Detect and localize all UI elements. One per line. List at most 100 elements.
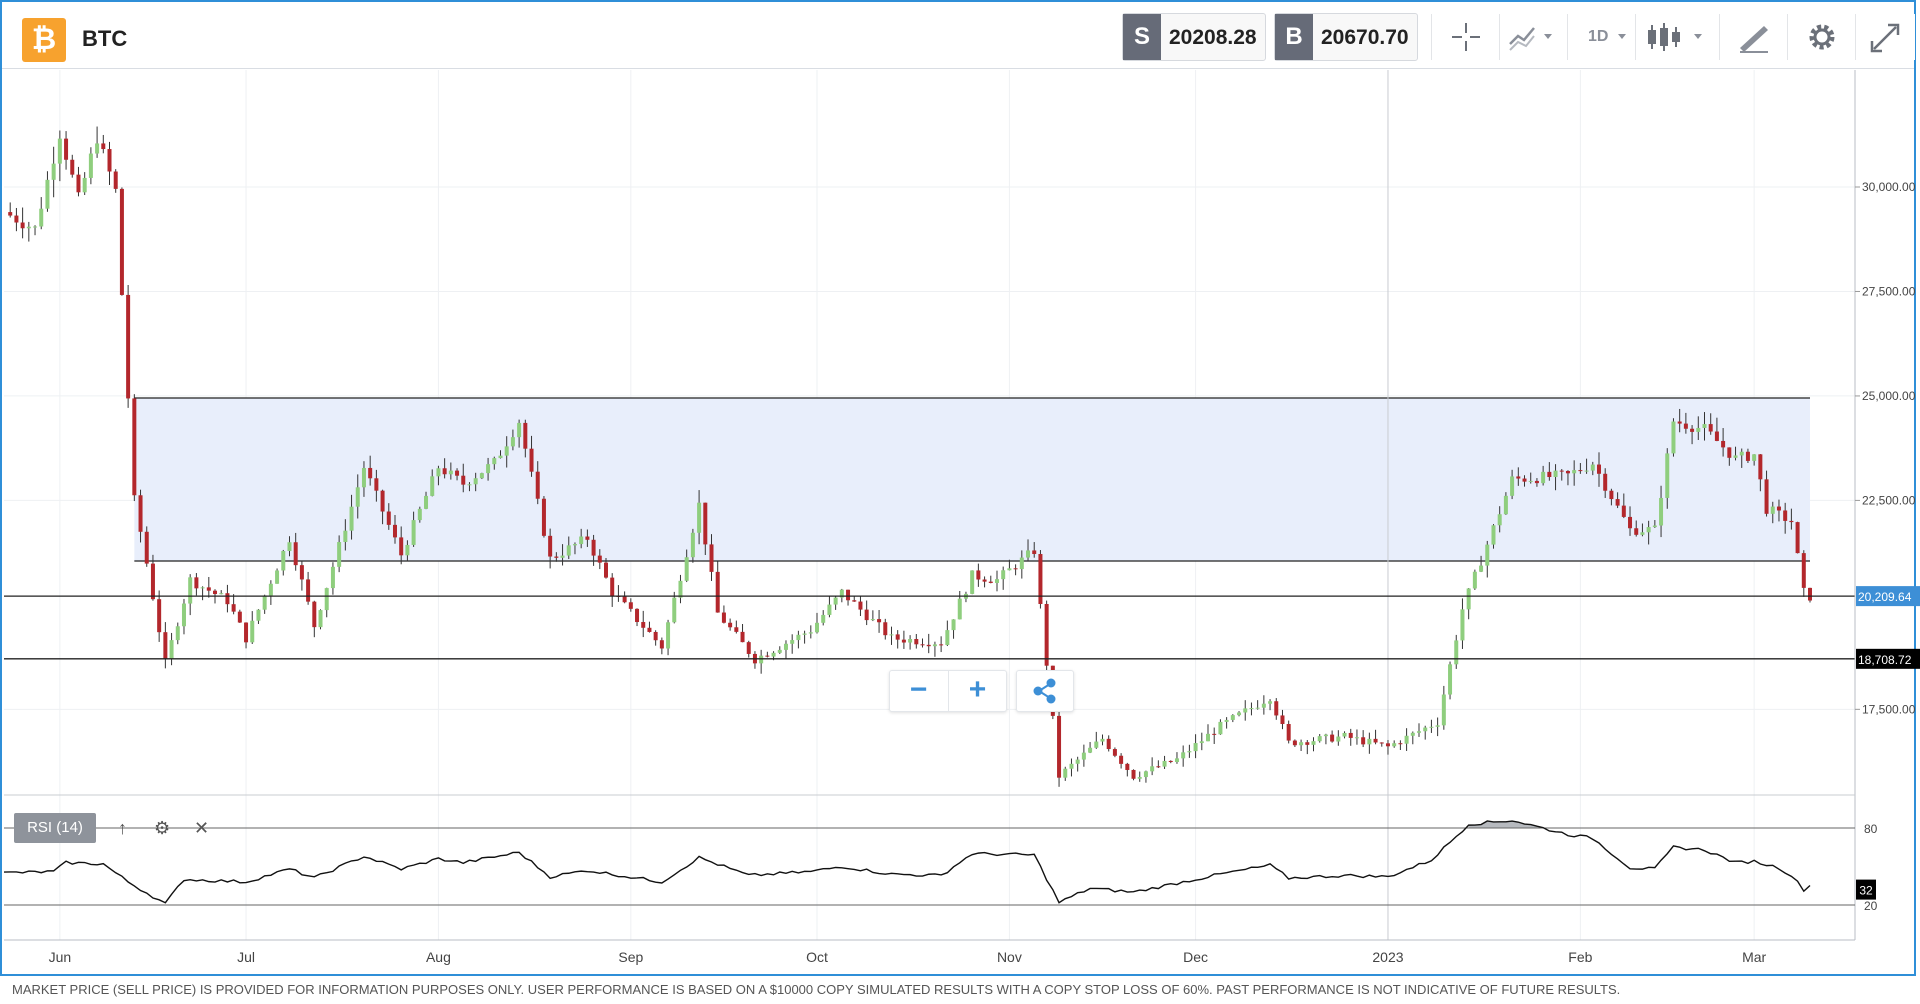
candle-up	[970, 570, 975, 595]
settings-button[interactable]	[1787, 14, 1856, 60]
candle-down	[926, 633, 931, 654]
candle-down	[1274, 698, 1279, 720]
candle-body	[1516, 476, 1521, 479]
candle-body	[355, 487, 360, 507]
candle-down	[1758, 454, 1763, 492]
share-button[interactable]	[1016, 670, 1074, 712]
candle-up	[963, 591, 968, 603]
candle-body	[473, 478, 478, 485]
candle-body	[523, 422, 528, 449]
candle-body	[33, 226, 38, 228]
candle-up	[1230, 714, 1235, 723]
candle-down	[653, 630, 658, 646]
candle-down	[914, 633, 919, 649]
rsi-gear-icon[interactable]: ⚙	[154, 818, 171, 838]
candle-up	[1081, 744, 1086, 767]
price-chart[interactable]: 20,209.64 18,708.72 17,500.00 22,500.00 25,0…	[0, 0, 1920, 976]
candle-body	[1417, 731, 1422, 733]
candle-up	[833, 596, 838, 610]
candle-body	[1044, 603, 1049, 666]
crosshair-icon	[1452, 23, 1480, 51]
candle-body	[932, 644, 937, 647]
candle-body	[250, 620, 255, 643]
chart-toolbar: ₿ BTC S 20208.28 B 20670.70 1D	[2, 2, 1915, 69]
candle-body	[455, 470, 460, 476]
candle-body	[895, 634, 900, 640]
candle-body	[51, 163, 56, 180]
candle-body	[126, 294, 131, 399]
candle-down	[107, 141, 112, 185]
candle-body	[970, 570, 975, 594]
candle-body	[399, 537, 404, 556]
rsi-close-icon[interactable]: ✕	[194, 818, 210, 838]
candle-body	[1081, 752, 1086, 760]
candle-down	[1379, 742, 1384, 747]
candle-up	[355, 474, 360, 519]
candle-body	[430, 476, 435, 496]
candle-body	[76, 174, 81, 193]
candle-up	[1137, 771, 1142, 782]
buy-price-box[interactable]: B 20670.70	[1274, 13, 1418, 61]
candle-body	[1584, 470, 1589, 472]
candle-body	[1373, 738, 1378, 743]
candle-down	[529, 435, 534, 477]
crosshair-button[interactable]	[1431, 14, 1500, 60]
candle-up	[1206, 724, 1210, 742]
candle-up	[1739, 448, 1744, 468]
chart-type-button[interactable]	[1499, 14, 1568, 60]
candles-button[interactable]	[1635, 14, 1720, 60]
candle-body	[1491, 525, 1496, 545]
zoom-out-button[interactable]: −	[909, 673, 928, 706]
candle-up	[932, 641, 937, 657]
candle-body	[1634, 528, 1639, 535]
candle-body	[1615, 499, 1620, 506]
fullscreen-button[interactable]	[1855, 14, 1915, 60]
candle-body	[486, 464, 491, 474]
candle-down	[299, 561, 304, 591]
sell-tag: S	[1123, 14, 1161, 60]
candle-down	[765, 651, 770, 658]
candle-body	[746, 642, 751, 654]
candle-down	[554, 552, 559, 562]
candle-body	[908, 638, 913, 643]
candle-body	[1764, 479, 1769, 514]
x-tick-label: Mar	[1742, 949, 1766, 965]
candle-down	[846, 589, 851, 606]
candle-up	[250, 611, 255, 644]
gear-icon	[1809, 24, 1835, 50]
draw-button[interactable]	[1719, 14, 1788, 60]
candle-up	[82, 172, 87, 196]
sell-price-box[interactable]: S 20208.28	[1122, 13, 1266, 61]
rsi-tick-label: 80	[1864, 822, 1878, 836]
candle-body	[368, 467, 373, 479]
candles	[8, 126, 1812, 787]
candle-body	[647, 627, 652, 632]
candle-body	[1323, 734, 1328, 737]
arrow-up-icon[interactable]: ↑	[118, 818, 127, 838]
candle-body	[1801, 553, 1806, 588]
candle-down	[622, 591, 627, 604]
candle-up	[330, 562, 335, 595]
candle-down	[1305, 740, 1310, 755]
candle-body	[1590, 464, 1595, 471]
candle-up	[219, 590, 224, 595]
candle-up	[1150, 757, 1155, 776]
candle-body	[1448, 664, 1453, 695]
candle-up	[424, 491, 429, 510]
candle-body	[175, 626, 180, 641]
candle-body	[684, 557, 689, 581]
candle-down	[988, 575, 993, 584]
candle-body	[1001, 570, 1006, 580]
candle-body	[1466, 588, 1471, 610]
candle-down	[1119, 753, 1124, 769]
candle-up	[175, 622, 180, 645]
candle-up	[26, 221, 31, 242]
candle-up	[1460, 598, 1465, 649]
candle-body	[821, 614, 826, 623]
candle-body	[275, 570, 280, 584]
candle-down	[864, 600, 869, 626]
candle-up	[200, 586, 205, 601]
rsi-label[interactable]: RSI (14)	[14, 813, 96, 843]
interval-button[interactable]: 1D	[1567, 14, 1636, 60]
zoom-in-button[interactable]: +	[948, 671, 1006, 711]
